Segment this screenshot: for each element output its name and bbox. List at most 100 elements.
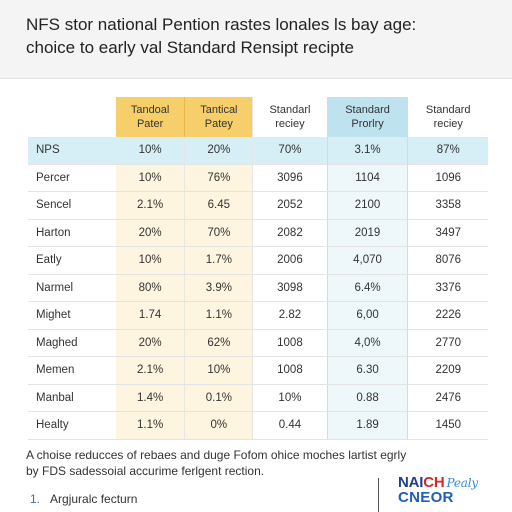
table-cell: 87%	[407, 137, 488, 165]
table-header-row: Tandoal Pater Tantical Patey Standarl recie…	[28, 97, 488, 137]
table-cell: 10%	[252, 384, 328, 412]
table-cell: 2770	[407, 329, 488, 357]
table-cell: 2226	[407, 301, 488, 330]
table-cell: 2006	[252, 246, 328, 275]
footnote-line-1: A choise reducces of rebaes and duge Fof…	[26, 448, 407, 462]
column-header-text: Standard	[425, 104, 471, 116]
list-item-text: Argjuralc fecturn	[50, 492, 138, 506]
table-cell: 70%	[252, 137, 328, 165]
table-cell: 2052	[252, 191, 328, 220]
table-cell: 4,0%	[327, 329, 408, 357]
table-cell: 3497	[407, 219, 488, 247]
logo-text-accent: CH	[423, 474, 445, 491]
table-cell: 0.1%	[184, 384, 253, 412]
column-header-5: Standard reciey	[407, 97, 488, 137]
table-cell: 0.88	[327, 384, 408, 412]
row-label: Healty	[28, 411, 116, 440]
table-cell: 8076	[407, 246, 488, 275]
column-header-2: Tantical Patey	[184, 97, 253, 137]
table-row: Harton 20% 70% 2082 2019 3497	[28, 219, 488, 247]
table-cell: 2476	[407, 384, 488, 412]
row-label: NPS	[28, 137, 116, 165]
table-cell: 2.1%	[115, 356, 185, 385]
table-cell: 3.1%	[327, 137, 408, 165]
row-label: Sencel	[28, 191, 116, 220]
table-row: Manbal 1.4% 0.1% 10% 0.88 2476	[28, 384, 488, 412]
column-header-text: Tandoal	[130, 104, 170, 116]
column-header-text: reciey	[275, 118, 305, 130]
table-cell: 4,070	[327, 246, 408, 275]
column-header-text: reciey	[433, 118, 463, 130]
list-item: 1. Argjuralc fecturn	[30, 492, 137, 506]
brand-logo: NAICH Pealy CNEOR	[398, 474, 498, 512]
column-header-text: Standarl	[269, 104, 311, 116]
column-header-text: Pater	[136, 118, 164, 130]
table-cell: 3096	[252, 164, 328, 192]
table-cell: 2082	[252, 219, 328, 247]
table-cell: 1104	[327, 164, 408, 192]
title-bar: NFS stor national Pention rastes lonales…	[0, 0, 512, 79]
footnote-line-2: by FDS sadessoial accurime ferlgent rect…	[26, 464, 265, 478]
row-label: Narmel	[28, 274, 116, 302]
table-cell: 20%	[184, 137, 253, 165]
table-cell: 1.74	[115, 301, 185, 330]
table-cell: 1096	[407, 164, 488, 192]
table-cell: 0.44	[252, 411, 328, 440]
table-cell: 3098	[252, 274, 328, 302]
table-cell: 2209	[407, 356, 488, 385]
table-cell: 76%	[184, 164, 253, 192]
logo-text-prefix: NAI	[398, 474, 424, 491]
row-label: Manbal	[28, 384, 116, 412]
column-header-label	[28, 97, 116, 137]
table-row: Maghed 20% 62% 1008 4,0% 2770	[28, 329, 488, 357]
table-cell: 6,00	[327, 301, 408, 330]
table-cell: 3358	[407, 191, 488, 220]
table-cell: 6.30	[327, 356, 408, 385]
table-row: Mighet 1.74 1.1% 2.82 6,00 2226	[28, 301, 488, 330]
table-cell: 1.1%	[115, 411, 185, 440]
pension-rates-table: Tandoal Pater Tantical Patey Standarl recie…	[28, 97, 488, 440]
table-cell: 1.89	[327, 411, 408, 440]
table-cell: 10%	[184, 356, 253, 385]
column-header-text: Prorlry	[351, 118, 384, 130]
table-cell: 62%	[184, 329, 253, 357]
table-cell: 10%	[115, 164, 185, 192]
table-cell: 6.4%	[327, 274, 408, 302]
column-header-3: Standarl reciey	[252, 97, 328, 137]
table-cell: 6.45	[184, 191, 253, 220]
row-label: Maghed	[28, 329, 116, 357]
logo-wordmark-top: NAICH Pealy	[398, 474, 498, 491]
logo-text-script: Pealy	[446, 476, 479, 490]
table-cell: 20%	[115, 329, 185, 357]
vertical-divider	[378, 478, 379, 512]
table-row: Narmel 80% 3.9% 3098 6.4% 3376	[28, 274, 488, 302]
logo-wordmark-bottom: CNEOR	[398, 489, 454, 506]
table-cell: 80%	[115, 274, 185, 302]
table-row: Eatly 10% 1.7% 2006 4,070 8076	[28, 246, 488, 275]
column-header-text: Tantical	[200, 104, 238, 116]
table-cell: 1.7%	[184, 246, 253, 275]
table-cell: 70%	[184, 219, 253, 247]
table-row: Percer 10% 76% 3096 1104 1096	[28, 164, 488, 192]
table-cell: 0%	[184, 411, 253, 440]
table-cell: 10%	[115, 137, 185, 165]
list-item-number: 1.	[30, 492, 41, 506]
table-cell: 2019	[327, 219, 408, 247]
table-row: NPS 10% 20% 70% 3.1% 87%	[28, 137, 488, 165]
row-label: Mighet	[28, 301, 116, 330]
page-title-line-2: choice to early val Standard Rensipt rec…	[26, 38, 354, 57]
table-cell: 3376	[407, 274, 488, 302]
table-cell: 3.9%	[184, 274, 253, 302]
table-cell: 1.4%	[115, 384, 185, 412]
table-row: Sencel 2.1% 6.45 2052 2100 3358	[28, 191, 488, 220]
table-cell: 2100	[327, 191, 408, 220]
row-label: Harton	[28, 219, 116, 247]
table-cell: 10%	[115, 246, 185, 275]
column-header-4: Standard Prorlry	[327, 97, 408, 137]
column-header-text: Patey	[204, 118, 233, 130]
table-cell: 1.1%	[184, 301, 253, 330]
row-label: Eatly	[28, 246, 116, 275]
column-header-text: Standard	[345, 104, 390, 116]
table-cell: 1008	[252, 329, 328, 357]
row-label: Percer	[28, 164, 116, 192]
